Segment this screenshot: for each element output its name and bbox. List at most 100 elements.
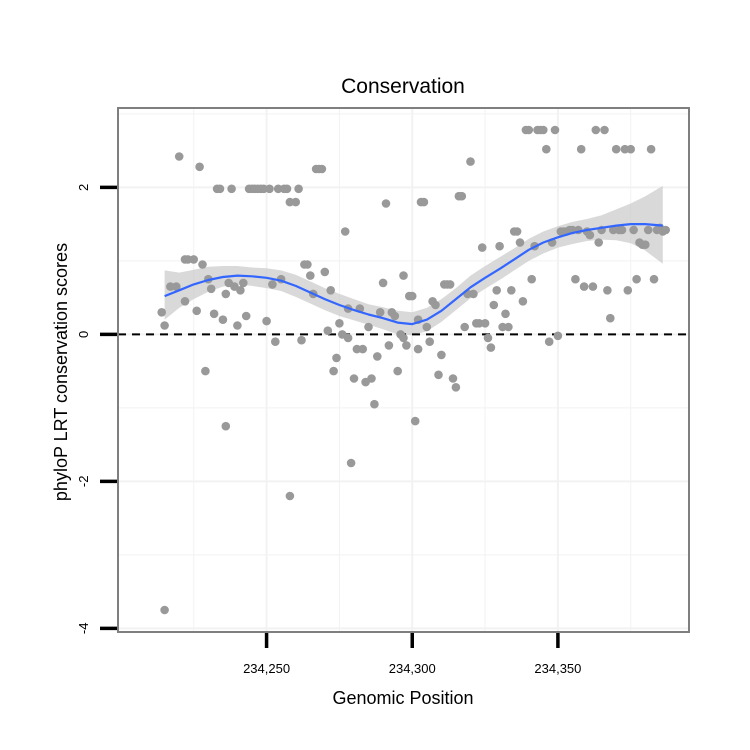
panel-border bbox=[117, 107, 690, 633]
data-point bbox=[431, 300, 440, 310]
data-point bbox=[445, 280, 455, 289]
x-axis-label: Genomic Position bbox=[332, 688, 473, 708]
data-point bbox=[422, 322, 432, 332]
plot-panel bbox=[117, 107, 690, 633]
data-point bbox=[629, 225, 638, 235]
data-point bbox=[527, 274, 536, 284]
data-point bbox=[180, 297, 190, 306]
data-point bbox=[504, 322, 513, 332]
data-point bbox=[641, 240, 650, 249]
data-point bbox=[375, 308, 385, 317]
y-tick-label: 2 bbox=[76, 184, 91, 191]
data-point bbox=[617, 225, 627, 235]
data-point bbox=[393, 366, 403, 376]
data-point bbox=[515, 238, 525, 247]
data-point bbox=[370, 399, 379, 409]
data-point bbox=[626, 144, 635, 154]
data-point bbox=[571, 274, 580, 284]
data-point bbox=[413, 344, 423, 354]
y-tick-label: -2 bbox=[76, 476, 91, 488]
data-point bbox=[303, 260, 312, 269]
data-point bbox=[326, 286, 336, 295]
data-point bbox=[600, 125, 609, 135]
data-point bbox=[239, 278, 248, 288]
data-point bbox=[384, 341, 394, 350]
data-point bbox=[646, 144, 656, 154]
data-point bbox=[209, 309, 219, 319]
data-point bbox=[349, 374, 359, 383]
data-point bbox=[594, 238, 603, 247]
data-point bbox=[265, 184, 274, 194]
data-point bbox=[588, 282, 598, 291]
data-point bbox=[273, 184, 283, 194]
data-point bbox=[285, 491, 295, 501]
data-point bbox=[437, 350, 446, 360]
y-axis: -4 -2 0 2 bbox=[76, 184, 117, 634]
data-point bbox=[378, 278, 388, 288]
data-point bbox=[407, 291, 417, 301]
data-point bbox=[218, 315, 228, 325]
data-point bbox=[457, 191, 467, 201]
data-point bbox=[192, 306, 201, 316]
data-point bbox=[358, 344, 368, 354]
data-point bbox=[507, 286, 516, 295]
data-point bbox=[410, 416, 420, 426]
data-point bbox=[174, 152, 184, 161]
data-point bbox=[419, 197, 429, 207]
data-point bbox=[221, 421, 231, 431]
data-point bbox=[227, 184, 236, 194]
data-point bbox=[189, 255, 198, 264]
data-point bbox=[215, 184, 225, 194]
panel-background bbox=[118, 108, 689, 632]
data-point bbox=[524, 125, 534, 135]
smooth-trend-line bbox=[164, 223, 663, 326]
data-point bbox=[282, 184, 292, 194]
x-tick-label: 234,250 bbox=[243, 661, 290, 676]
data-point bbox=[643, 225, 653, 235]
data-point bbox=[632, 274, 641, 284]
data-point bbox=[343, 333, 353, 343]
data-point bbox=[160, 605, 169, 615]
data-point bbox=[262, 316, 271, 326]
data-point bbox=[294, 184, 303, 194]
data-point bbox=[198, 260, 207, 269]
data-point bbox=[172, 282, 181, 291]
data-point bbox=[317, 164, 327, 174]
data-point bbox=[364, 322, 373, 332]
data-point bbox=[268, 280, 277, 289]
data-point bbox=[236, 286, 245, 295]
data-point bbox=[518, 297, 528, 306]
x-tick-label: 234,300 bbox=[389, 661, 436, 676]
data-point bbox=[346, 458, 356, 468]
data-point bbox=[544, 337, 554, 347]
data-point bbox=[195, 162, 204, 172]
data-point bbox=[332, 353, 341, 363]
data-point bbox=[399, 333, 408, 343]
data-point bbox=[539, 125, 548, 135]
data-point bbox=[221, 289, 231, 299]
data-point bbox=[542, 144, 551, 154]
smooth-line bbox=[164, 223, 663, 326]
y-tick-label: 0 bbox=[76, 331, 91, 338]
x-axis: 234,250 234,300 234,350 bbox=[243, 633, 581, 676]
data-point bbox=[320, 267, 330, 277]
data-point bbox=[480, 319, 490, 328]
data-point bbox=[402, 341, 411, 350]
data-point bbox=[206, 284, 216, 294]
data-point bbox=[367, 374, 376, 383]
data-point bbox=[291, 197, 301, 207]
data-point bbox=[649, 274, 659, 284]
y-axis-label: phyloP LRT conservation scores bbox=[51, 243, 71, 501]
data-point bbox=[477, 243, 487, 252]
data-point bbox=[603, 286, 612, 295]
data-point bbox=[241, 311, 251, 321]
data-point bbox=[329, 366, 338, 376]
data-point bbox=[373, 352, 382, 361]
data-point bbox=[579, 282, 589, 291]
data-points bbox=[157, 125, 670, 615]
data-point bbox=[495, 241, 504, 251]
data-point bbox=[512, 227, 522, 236]
data-point bbox=[451, 383, 461, 392]
x-tick-label: 234,350 bbox=[534, 661, 581, 676]
